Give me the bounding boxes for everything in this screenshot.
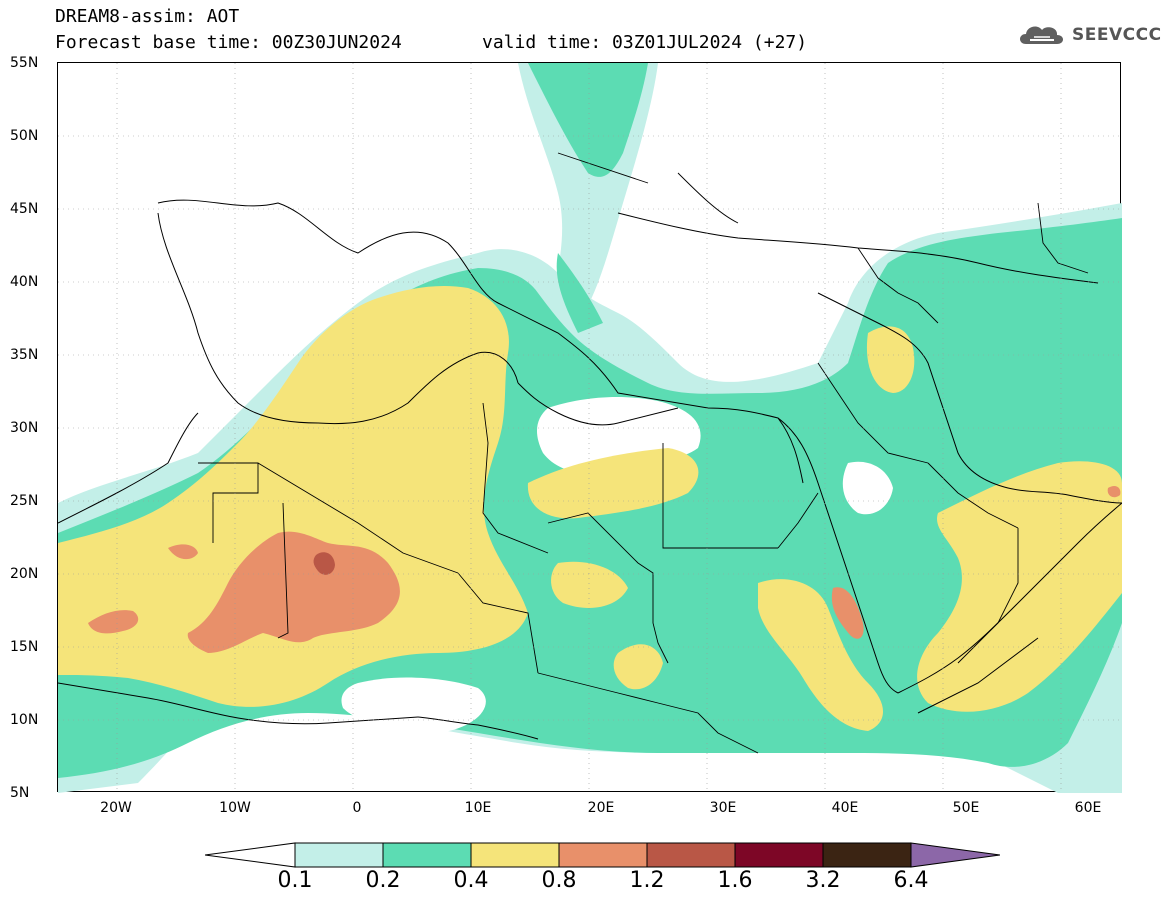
legend-label-0-2: 0.2 [365, 868, 401, 893]
lat-label-25n: 25N [10, 493, 39, 509]
graticule [58, 63, 1122, 793]
lat-label-45n: 45N [10, 201, 39, 217]
aot-map [57, 62, 1122, 793]
lat-label-20n: 20N [10, 566, 39, 582]
logo-text: SEEVCCC [1072, 25, 1162, 45]
lon-label-50e: 50E [952, 800, 980, 816]
colorbar-segment-1 [294, 842, 384, 868]
legend-label-1-6: 1.6 [717, 868, 753, 893]
lon-label-30e: 30E [709, 800, 737, 816]
lon-label-20e: 20E [587, 800, 615, 816]
colorbar-segment-4 [558, 842, 648, 868]
map-canvas [58, 63, 1122, 793]
cloud-icon [1020, 26, 1063, 44]
coastlines [58, 199, 1122, 740]
lon-label-10w: 10W [219, 800, 251, 816]
country-borders [198, 152, 1089, 754]
legend-label-6-4: 6.4 [893, 868, 929, 893]
lat-label-5n: 5N [10, 785, 30, 801]
lon-label-10e: 10E [464, 800, 492, 816]
colorbar-segment-5 [646, 842, 736, 868]
colorbar-segment-6 [734, 842, 824, 868]
legend-label-0-8: 0.8 [541, 868, 577, 893]
forecast-base-time: Forecast base time: 00Z30JUN2024 [55, 32, 402, 53]
colorbar-segment-2 [382, 842, 472, 868]
lat-label-35n: 35N [10, 347, 39, 363]
legend-label-1-2: 1.2 [629, 868, 665, 893]
lon-label-60e: 60E [1074, 800, 1102, 816]
lat-label-50n: 50N [10, 128, 39, 144]
colorbar-segment-over [910, 842, 1000, 868]
valid-time: valid time: 03Z01JUL2024 (+27) [482, 32, 808, 53]
legend-label-3-2: 3.2 [805, 868, 841, 893]
legend-label-0-4: 0.4 [453, 868, 489, 893]
map-title: DREAM8-assim: AOT [55, 6, 240, 27]
colorbar-segment-7 [822, 842, 912, 868]
lon-label-40e: 40E [831, 800, 859, 816]
colorbar-segment-under [205, 842, 296, 868]
lat-label-55n: 55N [10, 55, 39, 71]
colorbar-segment-3 [470, 842, 560, 868]
legend-label-0-1: 0.1 [277, 868, 313, 893]
lat-label-40n: 40N [10, 274, 39, 290]
lon-label-0: 0 [352, 800, 362, 816]
aot-field-orange [88, 485, 1121, 653]
lat-label-30n: 30N [10, 420, 39, 436]
lat-label-10n: 10N [10, 712, 39, 728]
lat-label-15n: 15N [10, 639, 39, 655]
logo: SEEVCCC [1016, 20, 1162, 50]
aot-field-red [313, 552, 335, 575]
lon-label-20w: 20W [100, 800, 132, 816]
colorbar [205, 842, 1000, 868]
